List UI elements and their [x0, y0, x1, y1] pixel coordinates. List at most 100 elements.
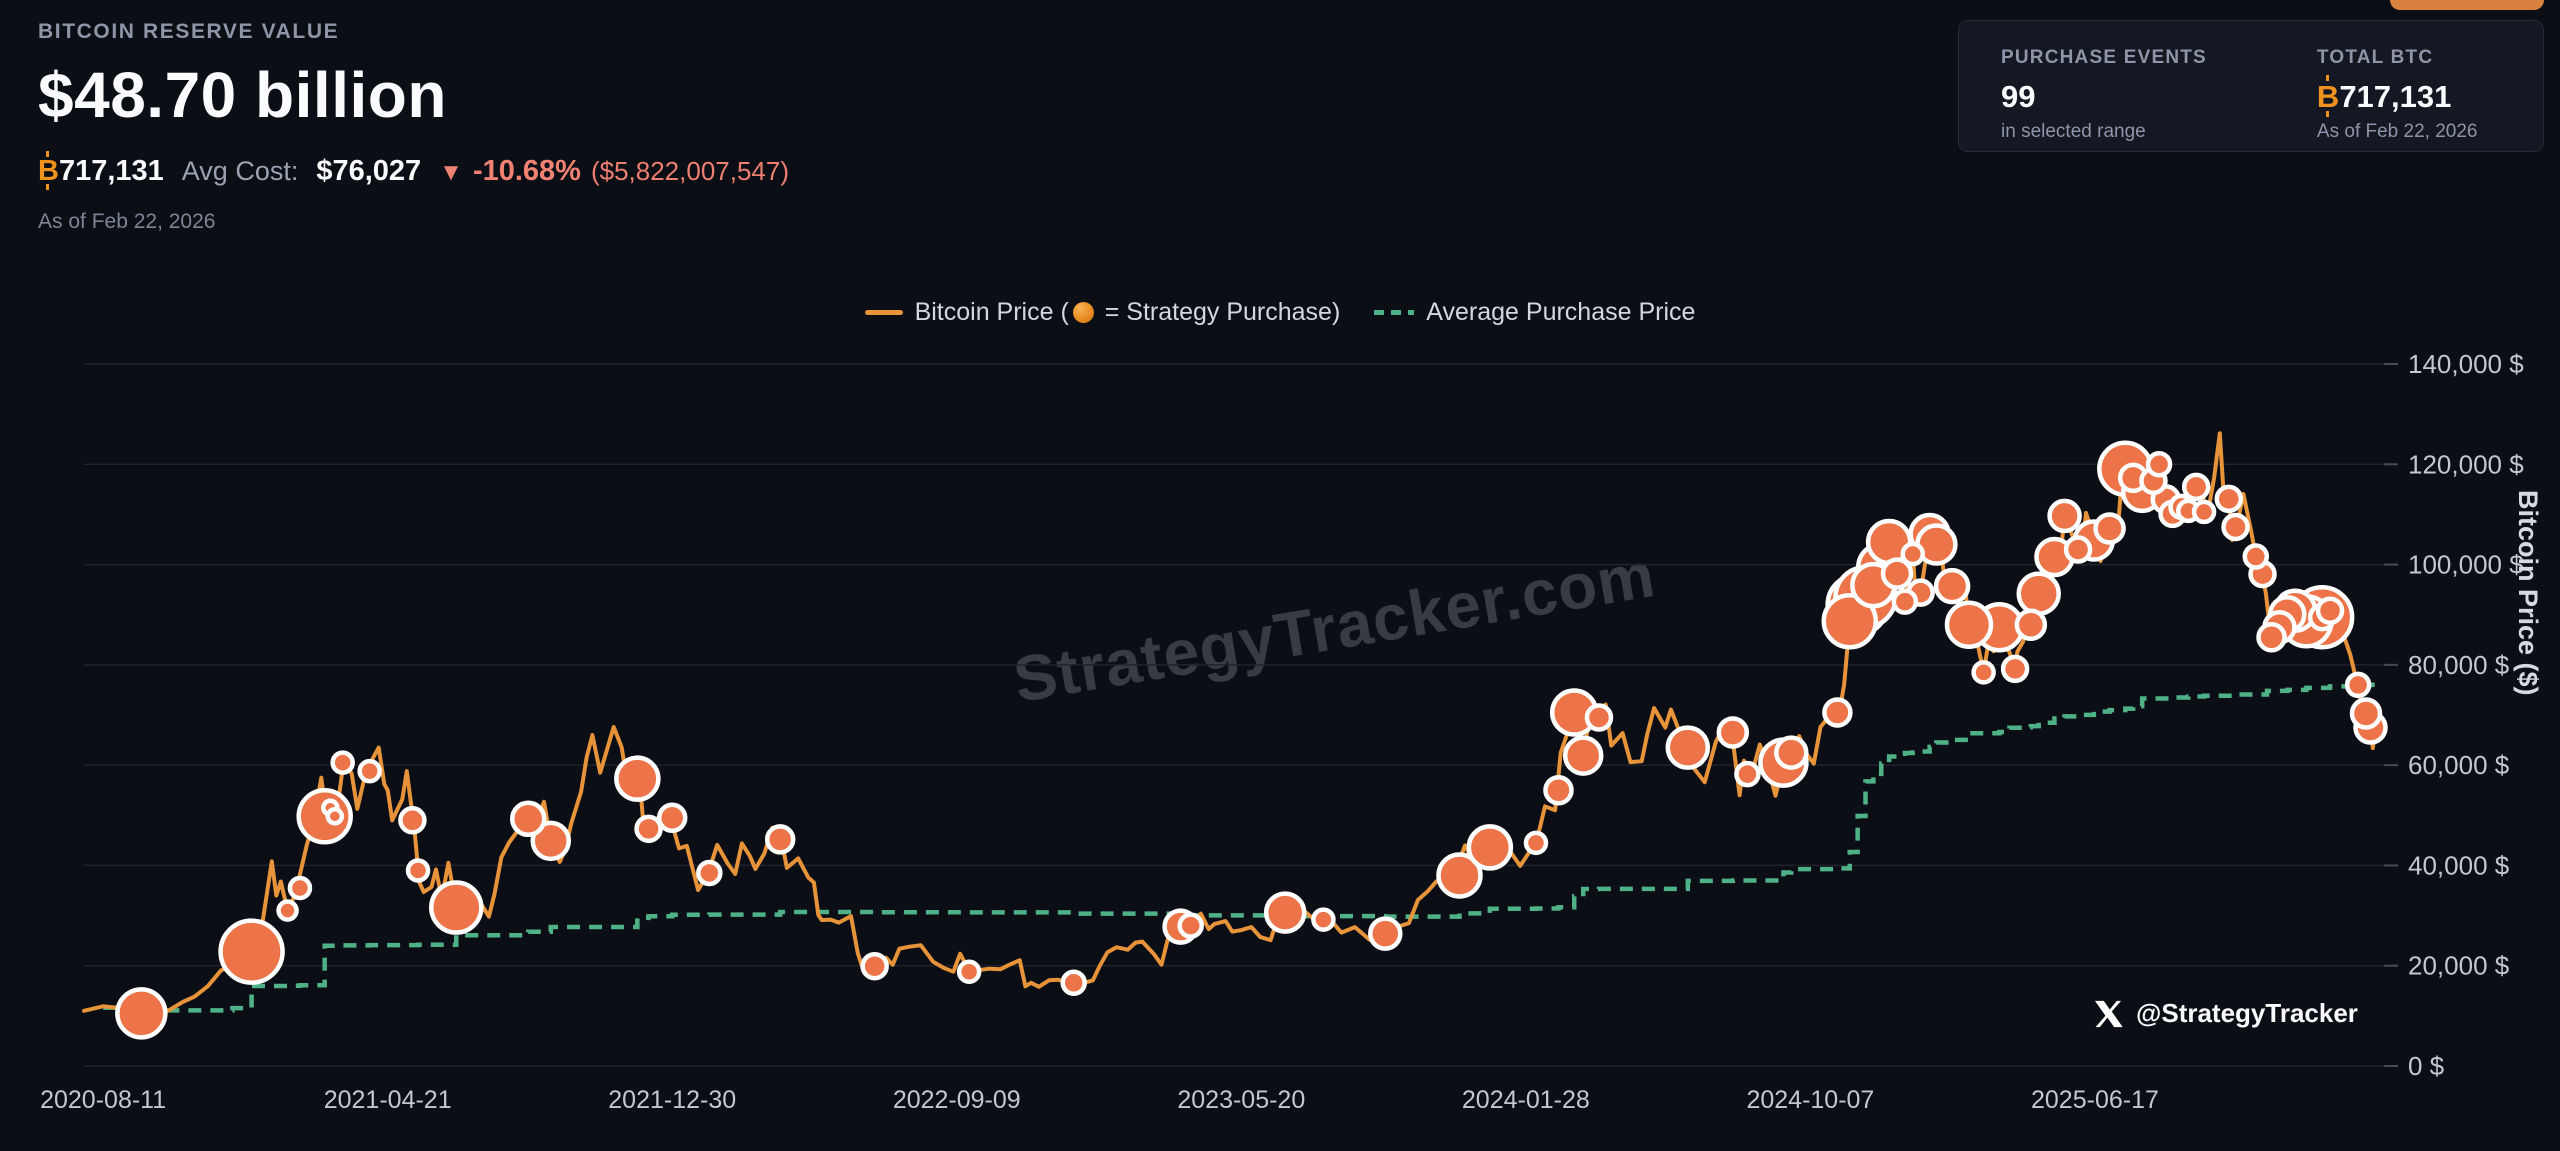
- purchase-bubble[interactable]: [325, 807, 345, 826]
- purchase-bubble[interactable]: [764, 824, 796, 855]
- purchase-bubble[interactable]: [115, 987, 168, 1040]
- purchase-bubble[interactable]: [1060, 969, 1087, 997]
- x-axis-label: 2020-08-11: [40, 1086, 166, 1114]
- purchase-bubble[interactable]: [429, 880, 484, 935]
- legend-price-text: Bitcoin Price ( = Strategy Purchase): [914, 298, 1341, 326]
- purchase-bubble[interactable]: [2256, 622, 2287, 653]
- purchase-bubble[interactable]: [1543, 774, 1574, 806]
- top-right-button-partial[interactable]: [2390, 0, 2544, 10]
- y-axis-title: Bitcoin Price ($): [2513, 490, 2543, 696]
- purchase-bubble[interactable]: [2063, 535, 2093, 564]
- purchase-bubble[interactable]: [1263, 891, 1307, 934]
- purchase-bubble[interactable]: [2349, 697, 2383, 730]
- btc-holdings-amount: 717,131: [58, 155, 164, 187]
- x-axis-label: 2022-09-09: [893, 1086, 1021, 1114]
- avg-cost-label: Avg Cost:: [181, 156, 299, 186]
- purchase-bubble[interactable]: [2000, 654, 2030, 684]
- y-axis-label: 100,000 $: [2408, 550, 2524, 580]
- purchase-bubble[interactable]: [860, 951, 889, 981]
- reserve-value: $48.70 billion: [38, 59, 447, 131]
- purchase-bubble[interactable]: [530, 820, 571, 862]
- avg-cost-value: $76,027: [316, 155, 422, 187]
- purchase-events-block: PURCHASE EVENTS 99 in selected range: [2001, 47, 2207, 151]
- purchase-bubble[interactable]: [2145, 451, 2173, 478]
- purchase-bubble[interactable]: [1311, 907, 1336, 932]
- purchase-bubble[interactable]: [2214, 484, 2244, 514]
- x-axis-label: 2025-06-17: [2031, 1086, 2159, 1114]
- purchase-bubble[interactable]: [2047, 498, 2082, 534]
- total-btc-block: TOTAL BTC B717,131 As of Feb 22, 2026: [2317, 47, 2478, 151]
- legend-item-bitcoin-price[interactable]: Bitcoin Price ( = Strategy Purchase): [864, 298, 1341, 327]
- btc-symbol-icon: B: [2316, 75, 2340, 117]
- legend-avg-text: Average Purchase Price: [1426, 298, 1696, 326]
- purchase-bubble[interactable]: [1933, 567, 1971, 605]
- x-handle-text: @StrategyTracker: [2136, 998, 2358, 1028]
- x-axis-label: 2021-12-30: [608, 1086, 736, 1114]
- purchase-bubble[interactable]: [1177, 912, 1204, 939]
- purchase-bubble[interactable]: [2016, 571, 2061, 616]
- purchase-bubble[interactable]: [1774, 735, 1809, 770]
- legend-item-average-price[interactable]: Average Purchase Price: [1374, 298, 1695, 327]
- purchase-events-sub: in selected range: [2001, 121, 2146, 142]
- purchase-bubble[interactable]: [287, 875, 313, 901]
- purchase-bubble[interactable]: [2093, 512, 2126, 545]
- avg-line-swatch-icon: [1374, 310, 1415, 315]
- purchase-bubble[interactable]: [405, 858, 431, 883]
- y-axis-label: 0 $: [2408, 1051, 2445, 1081]
- purchase-bubble[interactable]: [218, 918, 285, 985]
- purchase-bubble[interactable]: [276, 899, 299, 922]
- purchase-bubble[interactable]: [1584, 703, 1614, 732]
- purchase-bubble[interactable]: [2315, 596, 2345, 625]
- avg-price-line: [103, 682, 2377, 1013]
- purchase-bubble[interactable]: [2181, 472, 2211, 502]
- purchase-bubble[interactable]: [1880, 557, 1914, 590]
- purchase-bubble[interactable]: [656, 802, 688, 834]
- change-badge: ▼ -10.68% ($5,822,007,547): [439, 155, 789, 188]
- purchase-bubble[interactable]: [1523, 830, 1549, 856]
- purchase-bubble[interactable]: [1821, 592, 1879, 650]
- purchase-bubble[interactable]: [1944, 600, 1994, 649]
- purchase-bubble[interactable]: [1436, 852, 1483, 899]
- y-axis-label: 120,000 $: [2408, 449, 2524, 479]
- purchase-bubble[interactable]: [1562, 735, 1604, 776]
- purchase-bubble[interactable]: [398, 806, 427, 835]
- purchase-bubble[interactable]: [2344, 671, 2372, 699]
- chart-legend: Bitcoin Price ( = Strategy Purchase) Ave…: [0, 298, 2560, 327]
- down-triangle-icon: ▼: [439, 159, 463, 186]
- purchase-bubble[interactable]: [2014, 608, 2048, 641]
- btc-symbol-icon: B: [38, 151, 59, 190]
- purchase-bubble[interactable]: [696, 859, 723, 887]
- purchase-events-value: 99: [2001, 79, 2036, 114]
- purchase-bubble[interactable]: [357, 758, 382, 784]
- purchase-bubble[interactable]: [2242, 543, 2270, 570]
- purchase-bubble[interactable]: [2221, 512, 2250, 542]
- purchase-bubble[interactable]: [1466, 824, 1514, 871]
- purchase-bubble[interactable]: [510, 800, 547, 838]
- stats-panel: PURCHASE EVENTS 99 in selected range TOT…: [1958, 20, 2544, 152]
- header: BITCOIN RESERVE VALUE $48.70 billion: [38, 20, 447, 132]
- total-btc-amount: 717,131: [2339, 79, 2452, 114]
- purchase-bubble[interactable]: [956, 959, 982, 984]
- purchase-bubble[interactable]: [1665, 725, 1711, 770]
- x-logo-icon: [2094, 1000, 2123, 1027]
- total-btc-value: B717,131: [2316, 75, 2478, 117]
- purchase-bubble[interactable]: [1368, 916, 1403, 951]
- purchase-bubble[interactable]: [1971, 660, 1996, 685]
- purchase-bubble[interactable]: [634, 814, 663, 844]
- total-btc-label: TOTAL BTC: [2316, 47, 2434, 68]
- x-axis-label: 2024-10-07: [1746, 1086, 1874, 1114]
- purchase-bubble[interactable]: [1716, 716, 1750, 749]
- purchase-bubble[interactable]: [1822, 697, 1853, 728]
- x-axis-label: 2024-01-28: [1462, 1086, 1590, 1114]
- purchase-bubble[interactable]: [2191, 499, 2217, 525]
- purchase-bubble[interactable]: [1891, 588, 1919, 615]
- as-of-date: As of Feb 22, 2026: [38, 210, 216, 233]
- purchase-bubble[interactable]: [330, 750, 355, 775]
- purchase-bubble[interactable]: [614, 755, 661, 802]
- purchase-bubble[interactable]: [1734, 760, 1761, 788]
- purchase-bubble[interactable]: [1900, 541, 1926, 567]
- strategy-purchase-dot-icon: [1072, 302, 1094, 323]
- x-social-handle[interactable]: @StrategyTracker: [2094, 998, 2358, 1029]
